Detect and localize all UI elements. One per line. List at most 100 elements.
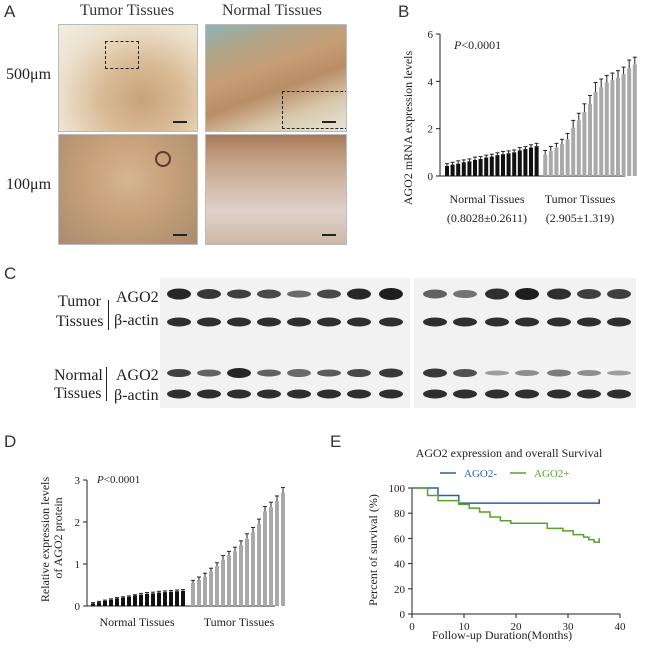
- blot-band: [287, 369, 311, 377]
- chart-b-stat-normal: (0.8028±0.2611): [447, 211, 527, 225]
- scale-bar: [322, 121, 336, 123]
- chart-d-bar: [145, 593, 149, 606]
- normal-tissues-header: Normal Tissues: [222, 2, 323, 19]
- blot-band: [347, 389, 371, 399]
- histology-normal-100um: [205, 134, 347, 245]
- panel-a-label: A: [4, 2, 16, 21]
- chart-d-bar: [215, 566, 219, 606]
- chart-d-bar: [203, 576, 207, 606]
- blot-band: [257, 289, 281, 299]
- chart-e-lines: [412, 487, 600, 544]
- chart-d-axes: 0 1 2 3: [75, 475, 275, 613]
- blot-band: [197, 289, 221, 299]
- blot-band: [379, 368, 403, 378]
- blot-band: [317, 289, 341, 299]
- chart-e-x-tick-label: 40: [615, 621, 627, 633]
- chart-d-bar: [109, 599, 113, 606]
- chart-e-x-tick-label: 10: [459, 621, 471, 633]
- blot-group-tumor-line1: Tumor: [58, 293, 101, 310]
- chart-d-bar: [115, 598, 119, 606]
- blot-membrane-left: [160, 278, 410, 408]
- blot-band: [453, 369, 477, 377]
- chart-d-bar: [121, 597, 125, 606]
- blot-group-normal-line1: Normal: [54, 367, 103, 384]
- blot-band: [547, 317, 571, 327]
- lane-label-tumor-actin: β-actin: [114, 312, 159, 329]
- zoom-box: [282, 91, 346, 129]
- chart-b-bar: [484, 157, 489, 176]
- chart-b-y-tick-label: 4: [428, 76, 434, 88]
- blot-band: [379, 389, 403, 399]
- blot-band: [577, 389, 601, 399]
- chart-d-bar: [239, 545, 243, 606]
- chart-d-bar: [245, 538, 249, 606]
- chart-b-bar: [632, 64, 637, 176]
- chart-b-y-tick-label: 0: [428, 171, 434, 183]
- chart-d-ylabel-line2: of AGO2 protein: [51, 497, 65, 578]
- chart-b-bar: [576, 120, 581, 176]
- blot-band: [317, 317, 341, 327]
- blot-band: [197, 369, 221, 377]
- chart-d-bar: [163, 592, 167, 606]
- chart-e-y-tick-label: 100: [389, 483, 406, 495]
- chart-e-y-tick-label: 80: [394, 508, 406, 520]
- blot-band: [347, 317, 371, 327]
- chart-e-title: AGO2 expression and overall Survival: [416, 446, 603, 460]
- legend-ago2-neg-label: AGO2-: [464, 468, 497, 480]
- chart-d-pvalue: P<0.0001: [96, 474, 140, 486]
- survival-curve-ago2-pos: [412, 487, 600, 543]
- chart-b-bar: [548, 151, 553, 176]
- chart-b-bar: [604, 82, 609, 176]
- chart-b-bars: [445, 56, 637, 176]
- panel-c-label: C: [4, 264, 17, 283]
- chart-d: Relative expression levels of AGO2 prote…: [40, 474, 285, 629]
- chart-d-bar: [257, 524, 261, 606]
- blot-band: [423, 289, 447, 299]
- blot-band: [485, 389, 509, 399]
- blot-band: [347, 288, 371, 300]
- chart-d-y-tick-label: 1: [75, 559, 81, 571]
- chart-e-x-tick-label: 0: [409, 621, 415, 633]
- chart-d-bar: [209, 571, 213, 606]
- blot-band: [167, 288, 191, 300]
- chart-b-bar: [588, 103, 592, 176]
- blot-band: [485, 370, 509, 376]
- blot-band: [547, 389, 571, 399]
- blot-band: [485, 288, 509, 300]
- blot-band: [547, 288, 571, 300]
- blot-band: [317, 369, 341, 377]
- panel-d-label: D: [4, 432, 17, 451]
- chart-d-bar: [181, 590, 185, 606]
- chart-e-x-tick-label: 30: [563, 621, 575, 633]
- chart-b-y-tick-label: 2: [428, 124, 434, 136]
- blot-band: [423, 389, 447, 399]
- chart-d-bar: [151, 593, 155, 606]
- chart-e: AGO2 expression and overall Survival AGO…: [366, 446, 627, 642]
- chart-d-group-normal: Normal Tissues: [99, 615, 174, 629]
- chart-b-ylabel: AGO2 mRNA expression levels: [401, 51, 415, 206]
- chart-d-bar: [127, 596, 131, 606]
- blot-band: [287, 389, 311, 399]
- blot-band: [167, 389, 191, 399]
- chart-b-bar: [529, 147, 533, 176]
- chart-d-bar: [281, 492, 285, 606]
- chart-b-bar: [517, 150, 522, 176]
- histology-tumor-500um: [58, 24, 198, 132]
- chart-b-bar: [467, 161, 472, 176]
- chart-d-bar: [221, 559, 225, 606]
- chart-d-bar: [227, 555, 231, 606]
- blot-band: [257, 369, 281, 377]
- blot-band: [287, 317, 311, 327]
- chart-b-bar: [456, 163, 461, 176]
- chart-b-bar: [571, 127, 576, 176]
- blot-band: [167, 369, 191, 377]
- chart-d-bar: [233, 551, 237, 606]
- chart-b-bar: [473, 159, 477, 176]
- chart-d-bar: [133, 595, 137, 606]
- chart-b-bar: [560, 144, 564, 176]
- blot-band: [167, 317, 191, 327]
- blot-band: [257, 317, 281, 327]
- blot-band: [227, 389, 251, 399]
- blot-band: [515, 389, 539, 399]
- chart-b-y-tick-label: 6: [428, 29, 434, 41]
